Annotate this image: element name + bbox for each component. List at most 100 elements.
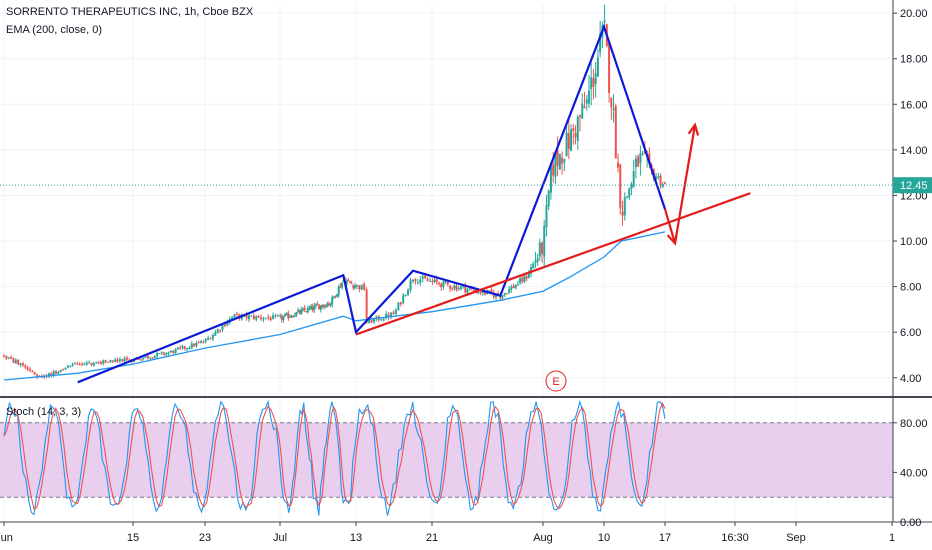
axis-ticks: 4.006.008.0010.0012.0014.0016.0018.0020.… [0,8,928,544]
candle-body [442,280,445,287]
candle-body [492,292,495,298]
candle-body [287,313,290,319]
candle-body [324,305,327,308]
candle-body [31,371,34,373]
candle-body [407,289,410,295]
stoch-d-line [3,401,666,510]
candle-body [345,280,348,284]
candle-body [209,338,212,340]
candle-body [431,280,434,282]
candle-body [160,352,163,354]
candle-body [617,162,620,168]
candle-body [64,367,67,370]
earnings-marker[interactable]: E [545,370,567,392]
y-tick-label: 18.00 [900,54,928,66]
candle-body [92,363,95,366]
candle-body [510,286,513,290]
candle-body [565,132,568,157]
candle-body [255,316,258,320]
candle-body [363,283,366,290]
stoch-k-line [3,399,666,516]
candle-body [421,276,424,279]
candle-body [62,369,65,371]
candle-body [17,359,20,365]
candle-body [419,279,422,283]
candle-body [107,361,110,363]
candle-body [188,347,191,349]
y-tick-label: 16.00 [900,99,928,111]
candle-body [219,330,222,332]
candle-body [310,305,313,309]
x-tick-label: Jul [273,532,287,544]
candle-body [664,182,666,184]
candle-body [570,129,573,151]
candle-body [547,190,550,207]
candle-body [76,363,79,365]
candle-body [521,277,524,282]
candle-body [655,176,658,180]
candle-body [404,294,407,296]
candle-body [163,352,166,355]
candle-body [623,197,626,216]
candle-body [19,363,22,365]
candle-body [561,157,564,164]
ema-line [3,231,666,381]
candle-body [360,284,363,290]
candle-body [347,280,350,282]
candle-body [139,359,142,361]
candle-body [276,315,279,317]
candle-body [326,303,329,307]
candle-body [26,367,29,370]
candle-body [252,315,255,320]
candle-body [176,347,179,350]
candle-body [123,358,126,362]
candle-body [3,354,5,356]
candle-body [451,288,454,290]
candle-body [114,359,117,362]
candle-body [104,360,107,363]
candle-body [387,314,390,318]
price-tag-text: 12.45 [900,180,928,192]
candle-body [394,309,397,314]
candle-body [583,106,586,109]
candle-body [146,356,149,359]
candle-body [446,281,449,285]
candle-body [426,279,429,281]
candle-body [399,302,402,305]
candle-body [488,290,491,292]
candle-body [125,357,128,360]
candle-body [21,363,24,366]
x-tick-label: 15 [127,532,139,544]
candle-body [334,295,337,298]
candle-body [603,20,606,23]
candle-body [576,116,579,141]
candle-body [599,33,602,53]
candle-body [156,353,159,357]
candle-body [612,108,615,111]
candle-body [267,316,270,318]
candle-body [97,362,100,364]
candle-body [170,350,173,353]
candle-body [530,267,533,274]
candle-body [66,366,69,368]
candle-body [556,149,559,166]
candle-body [121,359,124,362]
candle-body [99,362,102,364]
candle-body [269,317,272,321]
x-tick-label: Sep [786,532,806,544]
candle-body [95,362,98,364]
candle-body [424,275,427,279]
price-candles [3,4,666,379]
candle-body [290,316,293,318]
candle-body [596,57,599,77]
candle-body [183,346,186,349]
candle-body [316,304,319,306]
candle-body [207,338,210,340]
candle-body [505,293,508,295]
candle-body [24,365,27,368]
candle-body [368,318,371,323]
candle-body [610,97,613,108]
candle-body [479,292,482,294]
candle-body [223,324,226,327]
